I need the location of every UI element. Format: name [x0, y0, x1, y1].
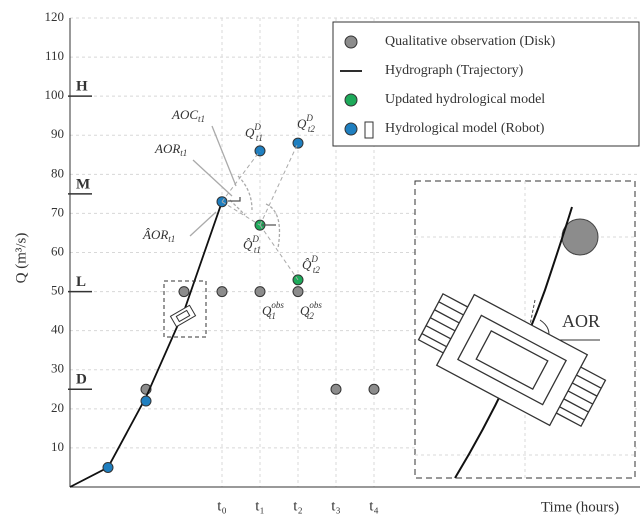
- annotation-text: Q: [297, 116, 307, 131]
- y-tick-label: 50: [51, 283, 64, 298]
- annotation-sup: obs: [271, 300, 284, 310]
- annotation-sup: D: [251, 234, 259, 244]
- legend-label: Hydrological model (Robot): [385, 121, 545, 136]
- annotation-sub: t2: [313, 265, 321, 275]
- y-tick-label: 100: [45, 87, 65, 102]
- y-tick-label: 80: [51, 165, 64, 180]
- x-tick-label: t₄: [369, 498, 378, 514]
- y-tick-label: 110: [45, 48, 64, 63]
- legend-swatch: [344, 35, 358, 49]
- y-tick-label: 60: [51, 243, 64, 258]
- annotation-sup: D: [310, 254, 318, 264]
- annotation-sub: t2: [308, 124, 316, 134]
- y-tick-label: 30: [51, 361, 64, 376]
- point: [216, 286, 228, 298]
- y-tick-label: 70: [51, 204, 64, 219]
- point: [292, 286, 304, 298]
- annotation-sup: D: [253, 122, 261, 132]
- annotation-sub: t1: [269, 311, 276, 321]
- annotation: AOCt1: [171, 107, 205, 124]
- point: [254, 286, 266, 298]
- point: [368, 383, 380, 395]
- prediction-link: [221, 150, 261, 202]
- annotation-text: Q̂: [302, 257, 312, 272]
- level-label: D: [76, 372, 87, 388]
- legend-box: Qualitative observation (Disk) Hydrograph…: [332, 21, 640, 147]
- prediction-link: [259, 142, 299, 226]
- annotation-text: ÂOR: [142, 227, 168, 242]
- x-tick-label: t₀: [217, 498, 226, 514]
- annotation-text: Q: [300, 303, 310, 318]
- point: [330, 383, 342, 395]
- annotation-sup: obs: [309, 300, 322, 310]
- annotation: Qobs t1: [262, 300, 284, 321]
- prediction-link: [221, 201, 261, 226]
- legend-label: Updated hydrological model: [385, 92, 545, 107]
- y-tick-label: 40: [51, 322, 64, 337]
- annotation-sub: t1: [256, 133, 263, 143]
- arrows: [189, 125, 281, 249]
- robot-icon: [364, 121, 374, 139]
- legend-swatch: [344, 122, 358, 136]
- point: [102, 461, 114, 473]
- annotation: Q̂D t2: [302, 254, 320, 275]
- annotation-sub: t1: [254, 245, 261, 255]
- point: [292, 137, 304, 149]
- annotation-text: Q: [262, 303, 272, 318]
- hydrograph-line: [69, 201, 223, 488]
- y-tick-label: 90: [51, 126, 64, 141]
- y-axis-label: Q (m³/s): [13, 233, 29, 284]
- x-tick-label: t₃: [331, 498, 340, 514]
- level-label: L: [76, 274, 86, 290]
- x-tick-label: t₁: [255, 498, 264, 514]
- annotation-sub: t1: [180, 148, 187, 158]
- annotation-sub: t1: [168, 234, 175, 244]
- legend-label: Qualitative observation (Disk): [385, 34, 556, 49]
- inset-label: AOR: [562, 311, 600, 331]
- inset: AOR: [414, 180, 636, 479]
- annotation-sub: t1: [198, 114, 205, 124]
- annotation: Qobs t2: [300, 300, 322, 321]
- point: [178, 286, 190, 298]
- x-tick-label: t₂: [293, 498, 302, 514]
- point: [140, 395, 152, 407]
- annotation-text: AOR: [154, 141, 180, 156]
- y-tick-label: 10: [51, 439, 64, 454]
- annotation: QD t1: [245, 122, 263, 143]
- level-label: M: [76, 176, 90, 192]
- detection-box: [163, 280, 207, 338]
- annotation-sub: t2: [307, 311, 315, 321]
- annotation: QD t2: [297, 113, 315, 134]
- annotation-sup: D: [305, 113, 313, 123]
- annotation-text: Q: [245, 125, 255, 140]
- y-tick-label: 120: [45, 9, 65, 24]
- x-axis-label: Time (hours): [541, 499, 619, 515]
- y-tick-label: 20: [51, 400, 64, 415]
- annotation: Q̂D t1: [243, 234, 261, 255]
- level-label: H: [76, 79, 88, 95]
- annotation-text: AOC: [171, 107, 198, 122]
- legend-label: Hydrograph (Trajectory): [385, 63, 524, 78]
- annotation-text: Q̂: [243, 237, 253, 252]
- annotation: AORt1: [154, 141, 187, 158]
- legend-swatch: [344, 93, 358, 107]
- annotation: ÂORt1: [142, 227, 175, 244]
